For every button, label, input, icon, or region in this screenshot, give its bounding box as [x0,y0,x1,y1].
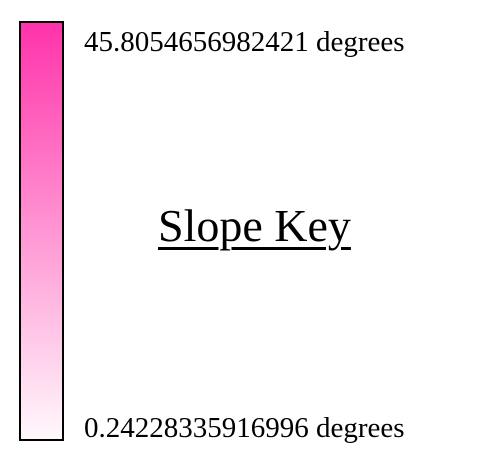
max-value-label: 45.8054656982421 degrees [84,26,405,58]
color-gradient-bar [19,21,64,441]
legend-title: Slope Key [158,200,351,251]
min-value-label: 0.24228335916996 degrees [84,412,405,444]
